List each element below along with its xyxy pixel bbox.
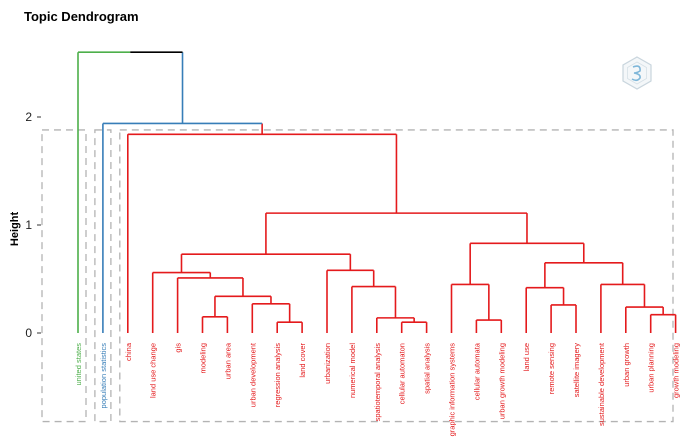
- leaf-label-19: remote sensing: [547, 343, 556, 394]
- leaf-label-8: regression analysis: [273, 343, 282, 407]
- cluster-box-1: [94, 129, 112, 423]
- leaf-label-0: united states: [74, 343, 83, 386]
- y-tick-label-0: 0: [25, 326, 32, 340]
- leaf-label-20: satellite imagery: [572, 343, 581, 397]
- leaf-label-22: urban growth: [622, 343, 631, 387]
- leaf-label-1: population statistics: [99, 343, 108, 409]
- y-tick-label-1: 1: [25, 218, 32, 232]
- leaf-labels: united states population statistics china l…: [74, 342, 681, 436]
- y-axis: 0 1 2: [25, 110, 41, 340]
- cluster-boxes: [41, 129, 674, 423]
- leaf-label-9: land cover: [298, 343, 307, 378]
- leaf-label-17: urban growth modeling: [497, 343, 506, 419]
- leaf-label-4: gis: [174, 343, 183, 353]
- leaf-label-12: spatiotemporal analysis: [373, 343, 382, 422]
- leaf-label-24: growth modeling: [672, 343, 681, 398]
- leaf-label-3: land use change: [149, 343, 158, 398]
- hexagon-logo-icon: [622, 56, 652, 90]
- leaf-label-16: cellular automata: [472, 342, 481, 400]
- leaf-label-10: urbanization: [323, 343, 332, 384]
- leaf-label-7: urban development: [248, 342, 257, 407]
- leaf-label-13: cellular automaton: [398, 343, 407, 404]
- leaf-label-21: sustainable development: [597, 342, 606, 426]
- leaf-label-5: modeling: [199, 343, 208, 373]
- y-tick-label-2: 2: [25, 110, 32, 124]
- leaf-label-6: urban area: [223, 342, 232, 379]
- dendrogram-branches: [77, 51, 677, 333]
- leaf-label-18: land use: [522, 343, 531, 371]
- leaf-label-2: china: [124, 342, 133, 361]
- cluster-box-2: [119, 129, 674, 423]
- leaf-label-14: spatial analysis: [423, 343, 432, 394]
- leaf-label-15: graphic information systems: [448, 343, 457, 437]
- chart-title: Topic Dendrogram: [24, 9, 139, 24]
- leaf-label-11: numerical model: [348, 343, 357, 398]
- leaf-label-23: urban planning: [647, 343, 656, 393]
- y-axis-label: Height: [9, 212, 21, 247]
